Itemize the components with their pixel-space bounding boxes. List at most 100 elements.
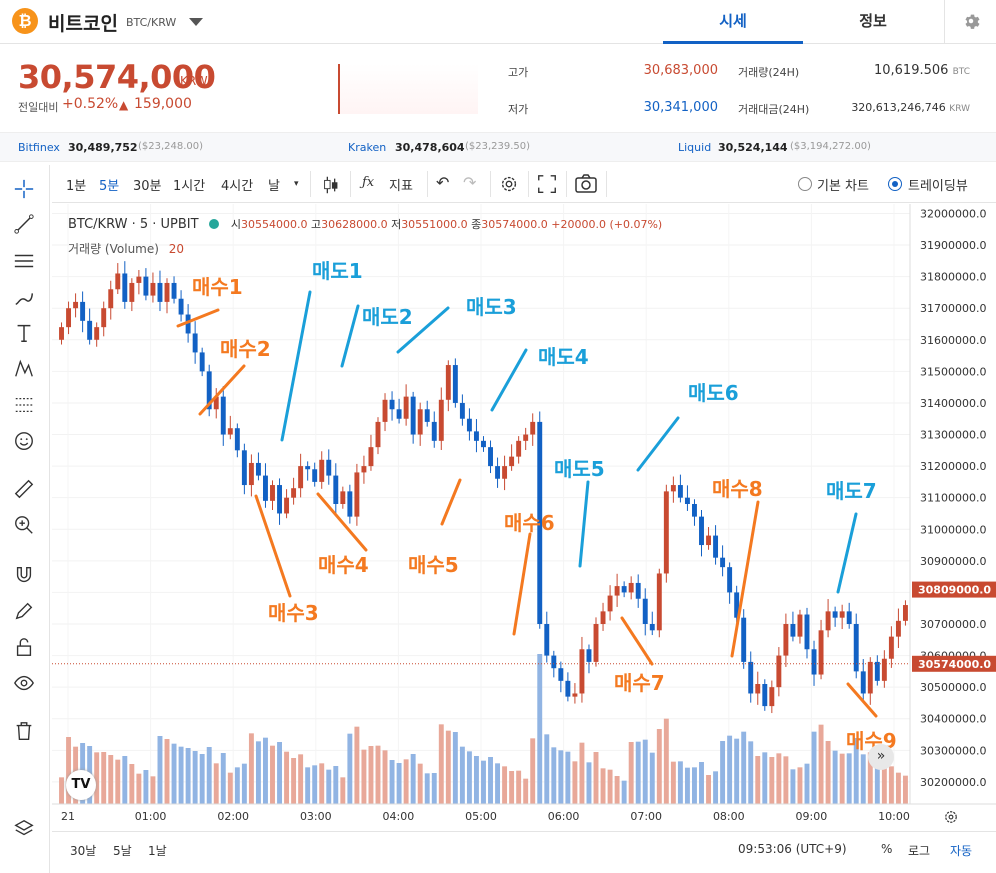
time-tick-label: 02:00	[217, 810, 249, 823]
text-tool[interactable]	[10, 319, 38, 347]
camera-icon[interactable]	[574, 173, 598, 195]
fx-indicator-icon[interactable]: ƒx	[362, 175, 375, 190]
magnet-tool[interactable]	[10, 561, 38, 589]
price-tick-label: 31400000.0	[920, 397, 986, 410]
interval-5m[interactable]: 5분	[99, 179, 120, 194]
volume-bar	[741, 731, 747, 804]
tradingview-label[interactable]: 트레이딩뷰	[908, 179, 968, 194]
emoji-tool[interactable]	[10, 427, 38, 455]
volume-bar	[607, 769, 613, 804]
crosshair-tool[interactable]	[10, 175, 38, 203]
axis-settings-gear-icon[interactable]	[942, 808, 960, 826]
indicator-button[interactable]: 지표	[389, 179, 413, 194]
candle-body	[150, 282, 156, 296]
candle-body	[895, 620, 901, 637]
volume-bar	[333, 766, 339, 804]
exchange-name[interactable]: Liquid	[678, 141, 712, 154]
volume-bar	[150, 776, 156, 804]
toolbar-divider	[528, 171, 529, 197]
trend-line-tool[interactable]	[10, 210, 38, 238]
volume-bar	[248, 733, 254, 804]
tab-info[interactable]: 정보	[859, 12, 887, 30]
candle-body	[509, 456, 515, 467]
tab-price[interactable]: 시세	[663, 0, 803, 44]
tradingview-logo-icon[interactable]: TV	[66, 770, 96, 800]
layers-tool[interactable]	[10, 815, 38, 843]
log-toggle[interactable]: 로그	[908, 844, 931, 858]
tradingview-radio[interactable]	[888, 177, 902, 191]
interval-day[interactable]: 날	[268, 179, 280, 194]
volume-bar	[790, 769, 796, 804]
candle-body	[600, 611, 606, 624]
candle-body	[797, 614, 803, 637]
candle-body	[713, 535, 719, 558]
volume-bar	[347, 733, 353, 804]
interval-1m[interactable]: 1분	[66, 179, 87, 194]
exchange-price: 30,524,144	[718, 141, 788, 154]
undo-icon[interactable]: ↶	[436, 173, 450, 192]
candle-body	[628, 582, 634, 593]
basic-chart-label[interactable]: 기본 차트	[817, 179, 869, 194]
interval-30m[interactable]: 30분	[133, 179, 162, 194]
candle-body	[389, 399, 395, 410]
interval-1h[interactable]: 1시간	[173, 179, 206, 194]
candle-body	[790, 624, 796, 637]
range-1d[interactable]: 1날	[148, 844, 167, 858]
candle-body	[178, 298, 184, 315]
volume-bar	[530, 738, 536, 804]
volume-bar	[839, 753, 845, 804]
volume-bar	[312, 765, 318, 804]
basic-chart-radio[interactable]	[798, 177, 812, 191]
candle-body	[488, 447, 493, 467]
buy-annotation: 매수7	[614, 671, 665, 695]
zoom-tool[interactable]	[10, 511, 38, 539]
price-tick-label: 30900000.0	[920, 555, 986, 568]
exchange-name[interactable]: Kraken	[348, 141, 387, 154]
auto-toggle[interactable]: 자동	[950, 844, 973, 858]
header: ₿ 비트코인 BTC/KRW 시세 정보	[0, 0, 996, 44]
ruler-tool[interactable]	[10, 475, 38, 503]
candle-body	[424, 409, 430, 422]
up-arrow-icon: ▲	[119, 98, 129, 112]
candle-body	[220, 396, 226, 435]
candle-body	[874, 661, 880, 681]
fullscreen-icon[interactable]	[536, 173, 558, 195]
range-30d[interactable]: 30날	[70, 844, 97, 858]
price-tick-label: 32000000.0	[920, 207, 986, 220]
visibility-tool[interactable]	[10, 669, 38, 697]
range-5d[interactable]: 5날	[113, 844, 132, 858]
candle-body	[663, 491, 669, 574]
pattern-tool[interactable]	[10, 355, 38, 383]
horizontal-lines-icon	[14, 254, 34, 268]
fib-tool[interactable]	[10, 391, 38, 419]
unlock-tool[interactable]	[10, 633, 38, 661]
horizontal-lines-tool[interactable]	[10, 247, 38, 275]
chart-settings-gear-icon[interactable]	[498, 173, 520, 195]
volume-bar	[396, 763, 402, 804]
coin-dropdown-caret-icon[interactable]	[189, 18, 203, 26]
price-chart[interactable]: 매수1 매수2 매수3 매수4 매수5 매수6 매수7 매수8 매수9 매도1 매도2 매도3 매도4 매…	[52, 204, 996, 831]
brush-tool[interactable]	[10, 283, 38, 311]
text-icon	[17, 324, 31, 342]
interval-4h[interactable]: 4시간	[221, 179, 254, 194]
drawing-tools-sidebar	[0, 165, 50, 873]
eye-icon	[14, 675, 34, 691]
clock-time[interactable]: 09:53:06 (UTC+9)	[738, 842, 847, 856]
lock-drawing-tool[interactable]	[10, 597, 38, 625]
current-price-tag	[912, 655, 996, 672]
redo-icon[interactable]: ↷	[463, 173, 477, 192]
pencil-lock-icon	[15, 602, 33, 620]
delete-tool[interactable]	[10, 717, 38, 745]
sell-arrow	[280, 290, 312, 442]
buy-arrow	[440, 478, 462, 526]
percent-toggle[interactable]: %	[881, 842, 893, 856]
candlestick-type-icon[interactable]	[320, 174, 342, 196]
interval-dropdown-icon[interactable]: ▾	[294, 179, 299, 189]
candle-body	[593, 624, 599, 662]
scroll-to-latest-icon[interactable]: »	[868, 744, 894, 770]
volume-bar	[502, 766, 508, 804]
ohlc-high: 30628000.0	[321, 218, 388, 231]
settings-button[interactable]	[944, 0, 996, 44]
exchange-name[interactable]: Bitfinex	[18, 141, 60, 154]
